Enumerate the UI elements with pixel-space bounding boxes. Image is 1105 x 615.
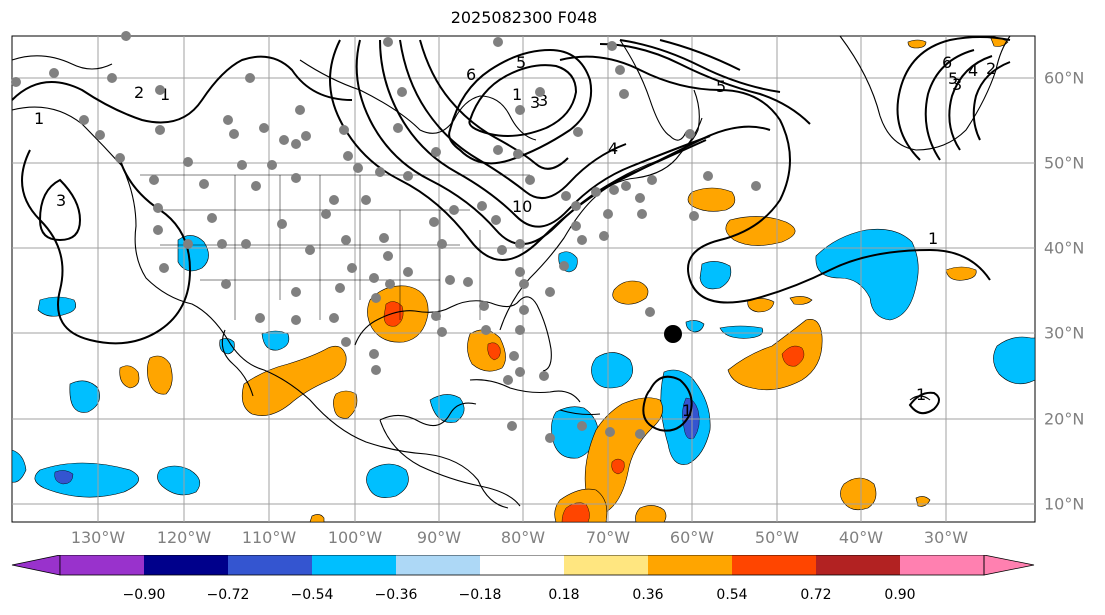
pos-patch bbox=[612, 280, 649, 305]
pos-patch bbox=[119, 365, 140, 389]
contour-label: 1 bbox=[512, 85, 522, 104]
lat-label: 30°N bbox=[1044, 323, 1085, 343]
colorbar-tick: −0.90 bbox=[122, 587, 166, 603]
colorbar-segment bbox=[480, 555, 564, 575]
neg-patch bbox=[699, 261, 732, 290]
contour-label: 2 bbox=[134, 83, 144, 102]
lon-label: 30°W bbox=[923, 528, 969, 547]
lon-label: 110°W bbox=[241, 528, 297, 547]
pos-patch bbox=[333, 390, 358, 419]
pos-patch bbox=[789, 296, 813, 305]
lon-label: 120°W bbox=[156, 528, 212, 547]
neg-patch bbox=[591, 352, 633, 389]
contour-label: 3 bbox=[56, 191, 66, 210]
colorbar-tick: 0.54 bbox=[716, 587, 748, 603]
colorbar-segment bbox=[732, 555, 816, 575]
pos-patch bbox=[241, 345, 347, 416]
contour-label: 10 bbox=[512, 197, 532, 216]
pos-patch bbox=[945, 266, 977, 281]
pos-patch bbox=[309, 514, 325, 523]
neg-patch bbox=[719, 325, 764, 339]
pos-patch bbox=[781, 345, 805, 367]
colorbar-tick: −0.72 bbox=[206, 587, 250, 603]
neg-patch bbox=[682, 397, 700, 440]
contour-label: 4 bbox=[608, 139, 618, 158]
lon-label: 130°W bbox=[70, 528, 126, 547]
colorbar bbox=[11, 555, 1035, 576]
colorbar-segment bbox=[648, 555, 732, 575]
neg-patch bbox=[993, 336, 1036, 385]
contour-label: 4 bbox=[968, 61, 978, 80]
contour-label: 2 bbox=[986, 59, 996, 78]
colorbar-tick: 0.18 bbox=[548, 587, 580, 603]
colorbar-max-arrow bbox=[983, 555, 1035, 576]
colorbar-tick: 0.72 bbox=[800, 587, 832, 603]
pos-patch bbox=[727, 319, 823, 391]
colorbar-segment bbox=[564, 555, 648, 575]
colorbar-segment bbox=[900, 555, 984, 575]
neg-patch bbox=[11, 449, 27, 483]
pos-patch bbox=[687, 187, 736, 212]
pos-patch bbox=[725, 216, 796, 246]
lat-label: 50°N bbox=[1044, 153, 1085, 173]
contour-label: 3 bbox=[530, 93, 540, 112]
pos-patch bbox=[561, 502, 590, 523]
colorbar-tick: 0.90 bbox=[884, 587, 916, 603]
contour-label: 3 bbox=[538, 91, 548, 110]
contour-label: 5 bbox=[948, 69, 958, 88]
station-dots bbox=[11, 31, 761, 443]
pos-patch bbox=[907, 39, 927, 49]
colorbar-tick: 0.36 bbox=[632, 587, 664, 603]
contour-label: 3 bbox=[952, 75, 962, 94]
pos-patch bbox=[467, 329, 506, 372]
colorbar-tick: −0.54 bbox=[290, 587, 334, 603]
neg-patch bbox=[157, 465, 201, 496]
pos-patch bbox=[487, 342, 501, 361]
contour-label: 5 bbox=[516, 53, 526, 72]
colorbar-segment bbox=[816, 555, 900, 575]
lat-label: 20°N bbox=[1044, 409, 1085, 429]
neg-patch bbox=[366, 463, 409, 498]
lon-label: 80°W bbox=[500, 528, 546, 547]
colorbar-min-arrow bbox=[11, 555, 61, 576]
colorbar-segment bbox=[228, 555, 312, 575]
pos-patch bbox=[747, 298, 775, 313]
contour-label: 6 bbox=[466, 65, 476, 84]
pos-patch bbox=[611, 458, 625, 475]
map-title: 2025082300 F048 bbox=[450, 8, 598, 27]
lon-label: 100°W bbox=[327, 528, 383, 547]
contour-label: 1 bbox=[916, 385, 926, 404]
contour-labels: 1 2 3 1 3 6 5 3 4 5 10 1 5 6 3 4 2 1 1 1 bbox=[34, 53, 996, 420]
colorbar-segment bbox=[396, 555, 480, 575]
contour-label: 1 bbox=[160, 85, 170, 104]
contour-label: 1 bbox=[682, 401, 692, 420]
lon-label: 70°W bbox=[585, 528, 631, 547]
colorbar-segment bbox=[312, 555, 396, 575]
colorbar-segment bbox=[60, 555, 144, 575]
pos-patch bbox=[840, 477, 877, 511]
pos-patch bbox=[383, 301, 404, 327]
storm-center-dot bbox=[664, 325, 682, 343]
colorbar-tick: −0.18 bbox=[458, 587, 502, 603]
neg-patch bbox=[54, 470, 74, 485]
lat-label: 60°N bbox=[1044, 68, 1085, 88]
lat-label: 40°N bbox=[1044, 238, 1085, 258]
lon-label: 90°W bbox=[416, 528, 462, 547]
lon-label: 60°W bbox=[669, 528, 715, 547]
lon-label: 40°W bbox=[838, 528, 884, 547]
lon-label: 50°W bbox=[754, 528, 800, 547]
contour-label: 6 bbox=[942, 53, 952, 72]
neg-patch bbox=[685, 320, 705, 333]
colorbar-tick: −0.36 bbox=[374, 587, 418, 603]
pos-patch bbox=[635, 505, 667, 523]
lat-label: 10°N bbox=[1044, 494, 1085, 514]
pos-patch bbox=[147, 355, 173, 395]
colorbar-segment bbox=[144, 555, 228, 575]
contour-label: 1 bbox=[34, 109, 44, 128]
contour-label: 5 bbox=[716, 77, 726, 96]
contour-label: 1 bbox=[928, 229, 938, 248]
